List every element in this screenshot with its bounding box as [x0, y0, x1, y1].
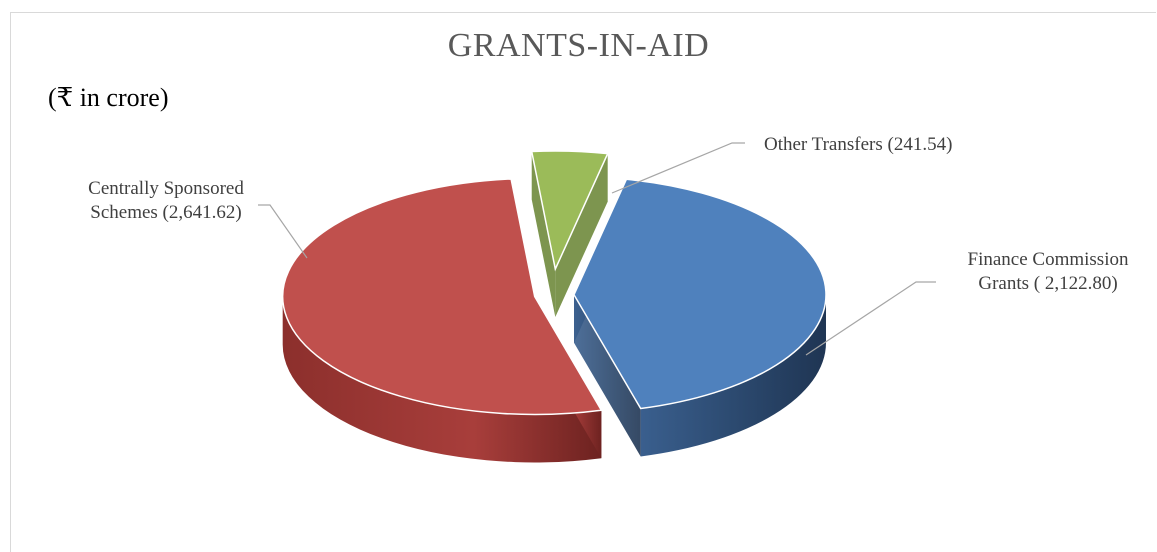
- label-fc-line1: Finance Commission: [967, 249, 1129, 270]
- label-finance-commission: Finance Commission Grants ( 2,122.80): [940, 248, 1156, 296]
- pie-slice-cut-fc-1: [573, 294, 641, 457]
- chart-frame: [10, 12, 1156, 552]
- pie-slice-top-csp: [282, 178, 603, 416]
- pie-slice-side-fc: [640, 294, 826, 457]
- label-fc-line2: Grants ( 2,122.80): [978, 273, 1118, 294]
- leader-line-ot: [611, 142, 745, 194]
- pie-slice-cut-ot-0: [531, 151, 556, 318]
- label-csp-line2: Schemes (2,641.62): [90, 202, 242, 223]
- leader-line-csp: [258, 204, 308, 259]
- leader-line-fc: [805, 281, 936, 356]
- unit-note: (₹ in crore): [48, 83, 169, 112]
- pie-slice-side-csp: [282, 296, 602, 463]
- chart-title: GRANTS-IN-AID: [447, 27, 710, 64]
- pie-slice-fc: [573, 178, 827, 457]
- label-csp-line1: Centrally Sponsored: [88, 178, 244, 199]
- label-ot-line1: Other Transfers (241.54): [764, 134, 953, 155]
- label-other-transfers: Other Transfers (241.54): [764, 133, 952, 157]
- pie-slice-csp: [282, 178, 603, 463]
- pie-slice-cut-ot-1: [555, 153, 608, 318]
- pie-slice-ot: [530, 150, 609, 318]
- pie-slice-top-ot: [530, 150, 609, 272]
- label-centrally-sponsored: Centrally Sponsored Schemes (2,641.62): [56, 177, 276, 225]
- pie-slice-top-fc: [573, 178, 827, 410]
